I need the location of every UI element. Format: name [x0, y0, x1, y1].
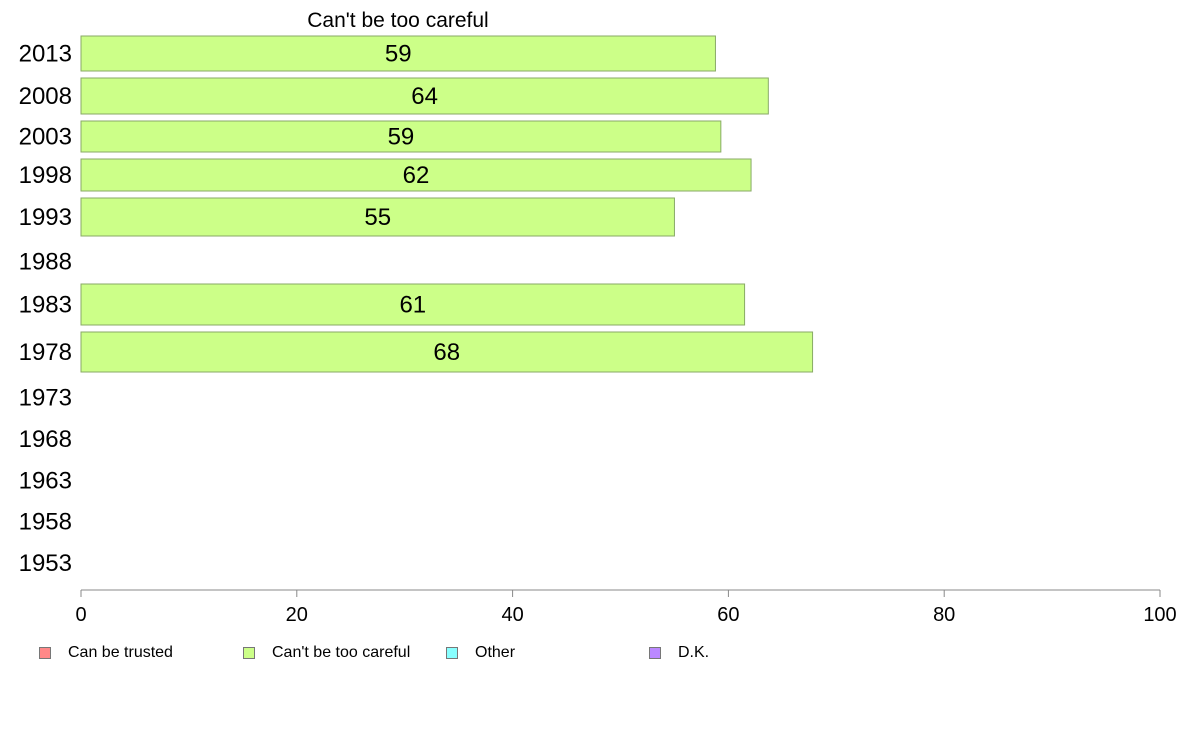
bar-2008 — [80, 77, 769, 115]
y-axis-labels: 2013 2008 2003 1998 1993 1988 1983 1978 1973 1968… — [19, 41, 72, 578]
x-tick-label-40: 40 — [501, 604, 523, 626]
bar-1983 — [80, 283, 746, 326]
legend-item-can-be-trusted: Can be trusted — [39, 642, 173, 664]
legend-swatch-dk — [649, 647, 661, 659]
bar-1993 — [80, 197, 675, 237]
data-label-2008: 64 — [411, 83, 438, 110]
bars-layer: 59 64 59 62 55 61 68 — [80, 35, 814, 373]
data-label-1978: 68 — [433, 339, 460, 366]
x-tick-label-80: 80 — [933, 604, 955, 626]
legend-item-other: Other — [446, 642, 515, 664]
y-label-1978: 1978 — [19, 339, 72, 366]
legend-swatch-cant-be-too-careful — [243, 647, 255, 659]
legend: Can be trusted Can't be too careful Othe… — [0, 642, 1188, 666]
data-label-2003: 59 — [388, 124, 415, 151]
y-label-1963: 1963 — [19, 468, 72, 495]
y-label-1993: 1993 — [19, 204, 72, 231]
x-axis: 0 20 40 60 80 100 — [75, 589, 1177, 626]
x-tick-label-100: 100 — [1143, 604, 1176, 626]
y-label-1998: 1998 — [19, 162, 72, 189]
bar-chart: Can't be too careful 59 64 59 62 55 61 68 2013… — [19, 9, 1177, 626]
y-label-2003: 2003 — [19, 124, 72, 151]
y-label-2013: 2013 — [19, 41, 72, 68]
legend-swatch-other — [446, 647, 458, 659]
y-label-1973: 1973 — [19, 385, 72, 412]
legend-label-other: Other — [475, 644, 516, 661]
y-label-2008: 2008 — [19, 83, 72, 110]
bar-2013 — [80, 35, 716, 72]
bar-2003 — [80, 120, 722, 153]
legend-item-dk: D.K. — [649, 642, 709, 664]
legend-label-cant-be-too-careful: Can't be too careful — [272, 644, 411, 661]
y-label-1953: 1953 — [19, 550, 72, 577]
legend-label-dk: D.K. — [678, 644, 710, 661]
bar-1978 — [80, 331, 814, 373]
data-label-2013: 59 — [385, 41, 412, 68]
y-label-1958: 1958 — [19, 509, 72, 536]
y-label-1988: 1988 — [19, 249, 72, 276]
y-label-1983: 1983 — [19, 292, 72, 319]
data-label-1998: 62 — [403, 162, 430, 189]
bar-1998 — [80, 158, 752, 192]
legend-label-can-be-trusted: Can be trusted — [68, 644, 173, 661]
data-label-1993: 55 — [364, 204, 391, 231]
legend-item-cant-be-too-careful: Can't be too careful — [243, 642, 410, 664]
x-tick-label-20: 20 — [286, 604, 308, 626]
chart-title: Can't be too careful — [307, 9, 488, 32]
data-label-1983: 61 — [399, 292, 426, 319]
x-tick-label-0: 0 — [75, 604, 86, 626]
y-label-1968: 1968 — [19, 426, 72, 453]
legend-swatch-can-be-trusted — [39, 647, 51, 659]
x-tick-label-60: 60 — [717, 604, 739, 626]
